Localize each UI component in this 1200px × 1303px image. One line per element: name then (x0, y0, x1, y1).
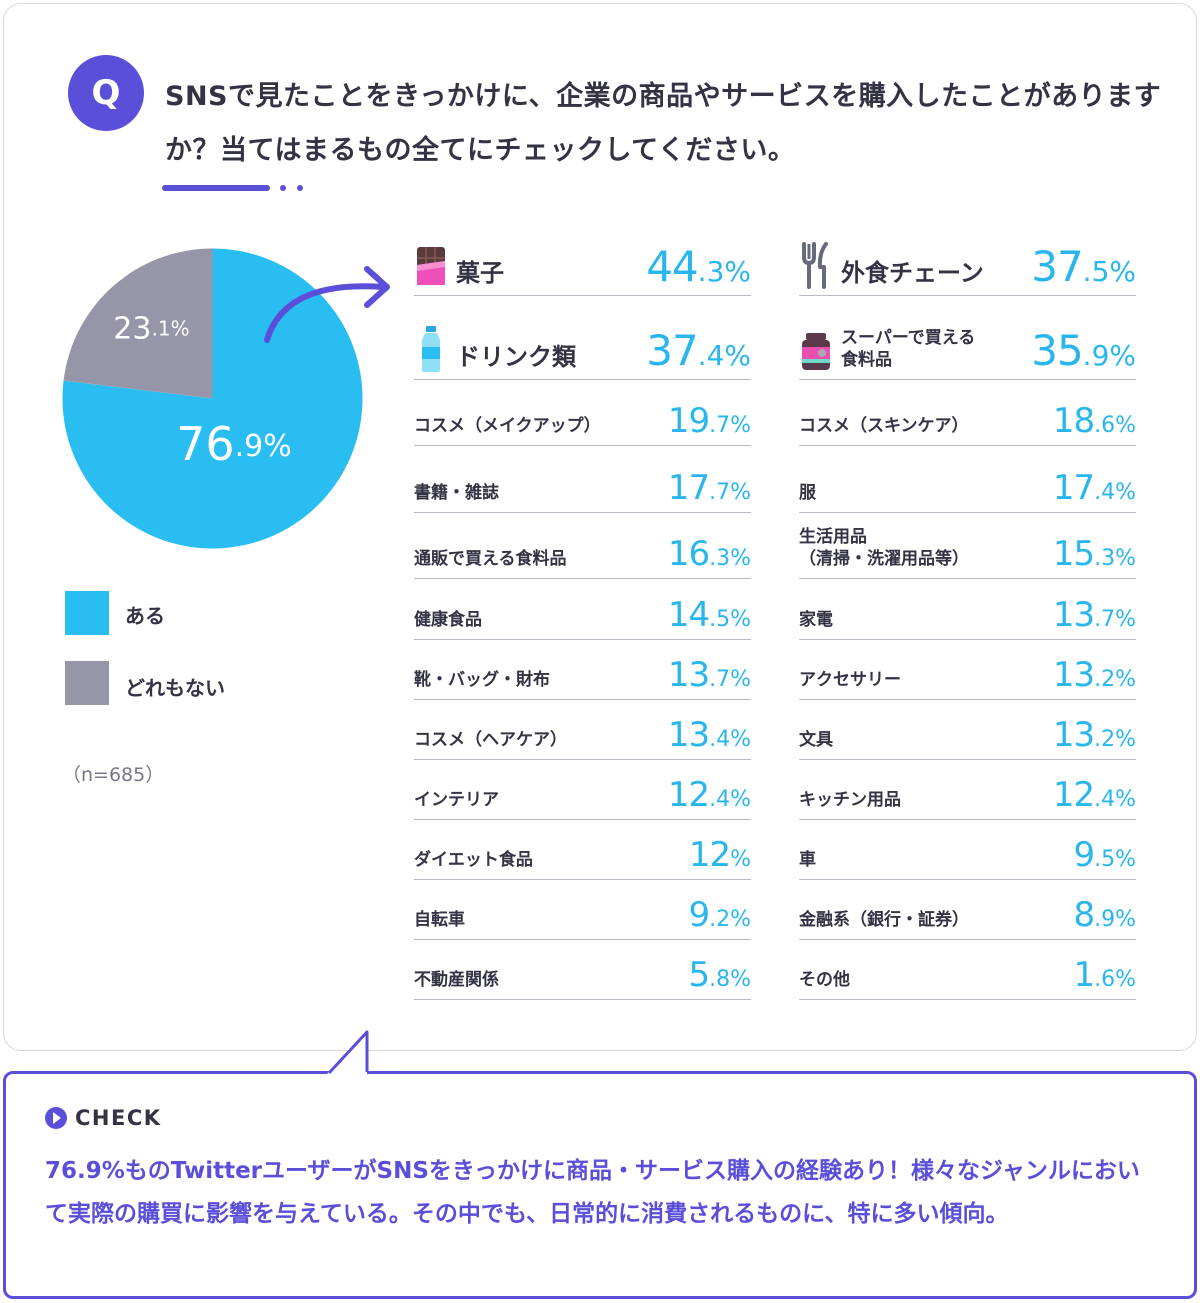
arrow-icon (264, 266, 390, 343)
category-row: 健康食品 14.5% (414, 579, 751, 640)
category-label: アクセサリー (799, 670, 901, 690)
category-value: 8.9% (1073, 895, 1136, 935)
category-value: 16.3% (667, 534, 751, 574)
category-label: 不動産関係 (414, 970, 499, 990)
check-callout (3, 1071, 1197, 1299)
check-heading-label: CHECK (75, 1106, 162, 1130)
category-row: キッチン用品 12.4% (799, 760, 1136, 820)
category-label: ドリンク類 (456, 343, 576, 371)
category-row: インテリア 12.4% (414, 760, 751, 820)
category-value: 17.7% (667, 468, 751, 508)
category-row: 菓子 44.3% (414, 242, 751, 296)
category-label: 金融系（銀行・証券） (799, 910, 969, 930)
category-row: 不動産関係 5.8% (414, 940, 751, 1000)
category-value: 12% (688, 835, 751, 875)
check-text: 76.9%ものTwitterユーザーがSNSをきっかけに商品・サービス購入の経験… (45, 1158, 1140, 1227)
category-row: 自転車 9.2% (414, 880, 751, 940)
pie-slice-none (63, 248, 213, 399)
category-row: 外食チェーン 37.5% (799, 242, 1136, 296)
category-row: 書籍・雑誌 17.7% (414, 446, 751, 513)
category-value: 17.4% (1052, 468, 1136, 508)
category-label: 生活用品 （清掃・洗濯用品等） (799, 527, 969, 569)
sample-size-note: （n=685） (62, 764, 165, 786)
category-label: キッチン用品 (799, 790, 901, 810)
category-value: 12.4% (667, 775, 751, 815)
category-row: 通販で買える食料品 16.3% (414, 513, 751, 579)
category-value: 13.4% (667, 715, 751, 755)
decor-line (162, 185, 270, 191)
category-value: 5.8% (688, 955, 751, 995)
category-label: 自転車 (414, 910, 465, 930)
category-value: 9.5% (1073, 835, 1136, 875)
category-row: コスメ（メイクアップ） 19.7% (414, 380, 751, 446)
category-label: ダイエット食品 (414, 850, 533, 870)
pie-chart: 76.9% 23.1% (62, 248, 363, 549)
category-label: コスメ（メイクアップ） (414, 416, 601, 436)
pie-label-none: 23.1% (113, 311, 189, 346)
category-value: 12.4% (1052, 775, 1136, 815)
category-label: スーパーで買える 食料品 (841, 328, 976, 370)
category-row: 金融系（銀行・証券） 8.9% (799, 880, 1136, 940)
question-badge: Q (68, 55, 144, 131)
category-label: コスメ（ヘアケア） (414, 730, 567, 750)
category-row: スーパーで買える 食料品 35.9% (799, 296, 1136, 380)
category-label: 車 (799, 850, 816, 870)
category-label: コスメ（スキンケア） (799, 416, 969, 436)
legend-swatch-yes (65, 591, 109, 635)
category-row: コスメ（スキンケア） 18.6% (799, 380, 1136, 446)
category-value: 19.7% (667, 401, 751, 441)
jar-icon (799, 325, 833, 373)
category-value: 37.5% (1031, 242, 1136, 291)
category-row: 靴・バッグ・財布 13.7% (414, 640, 751, 700)
category-value: 13.7% (667, 655, 751, 695)
category-label: 菓子 (456, 259, 504, 287)
category-label: その他 (799, 970, 850, 990)
category-row: ドリンク類 37.4% (414, 296, 751, 380)
category-row: 車 9.5% (799, 820, 1136, 880)
category-row: ダイエット食品 12% (414, 820, 751, 880)
category-value: 18.6% (1052, 401, 1136, 441)
check-heading: CHECK (45, 1106, 162, 1130)
category-label: 書籍・雑誌 (414, 483, 499, 503)
callout-notch (327, 1030, 369, 1075)
category-value: 13.2% (1052, 655, 1136, 695)
category-row: アクセサリー 13.2% (799, 640, 1136, 700)
legend-swatch-none (65, 661, 109, 705)
category-label: 通販で買える食料品 (414, 549, 567, 569)
category-value: 9.2% (688, 895, 751, 935)
bottle-icon (414, 325, 448, 373)
fork-knife-icon (799, 241, 833, 289)
category-value: 37.4% (646, 326, 751, 375)
category-label: 文具 (799, 730, 833, 750)
category-value: 13.2% (1052, 715, 1136, 755)
pie-label-yes: 76.9% (176, 417, 292, 471)
category-label: 外食チェーン (841, 259, 984, 287)
category-label: 服 (799, 483, 816, 503)
category-row: その他 1.6% (799, 940, 1136, 1000)
category-row: 家電 13.7% (799, 579, 1136, 640)
legend-label-yes: ある (125, 604, 165, 628)
category-value: 1.6% (1073, 955, 1136, 995)
legend-label-none: どれもない (125, 676, 225, 700)
category-value: 15.3% (1052, 534, 1136, 574)
decor-dot (280, 185, 286, 191)
category-value: 44.3% (646, 242, 751, 291)
category-label: インテリア (414, 790, 499, 810)
category-value: 14.5% (667, 595, 751, 635)
decor-dot (297, 185, 303, 191)
category-row: 服 17.4% (799, 446, 1136, 513)
category-label: 健康食品 (414, 610, 482, 630)
category-value: 13.7% (1052, 595, 1136, 635)
category-label: 靴・バッグ・財布 (414, 670, 550, 690)
category-row: 生活用品 （清掃・洗濯用品等） 15.3% (799, 513, 1136, 579)
category-row: 文具 13.2% (799, 700, 1136, 760)
chocolate-icon (414, 241, 448, 289)
category-label: 家電 (799, 610, 833, 630)
category-value: 35.9% (1031, 326, 1136, 375)
category-row: コスメ（ヘアケア） 13.4% (414, 700, 751, 760)
question-text: SNSで見たことをきっかけに、企業の商品やサービスを購入したことがありますか？当… (165, 81, 1162, 166)
play-icon (45, 1107, 67, 1129)
